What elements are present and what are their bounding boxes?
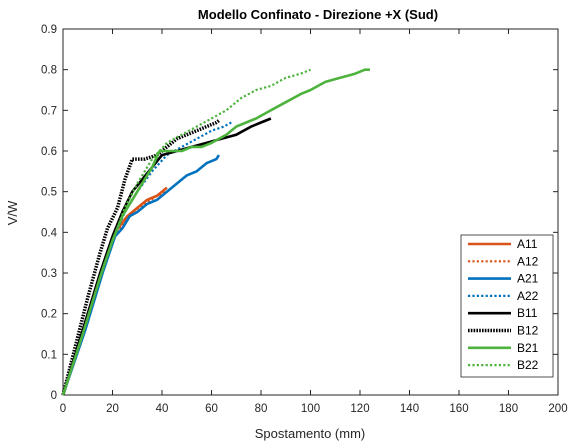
y-axis-ticks: 0 0.1 0.2 0.3 0.4 0.5 0.6 0.7 0.8 0.9 <box>41 24 558 402</box>
legend-label-a12: A12 <box>517 254 539 268</box>
x-tick-label: 20 <box>106 403 119 415</box>
series-line-b22 <box>61 68 311 396</box>
x-tick-label: 200 <box>548 403 567 415</box>
legend-label-b22: B22 <box>517 358 539 372</box>
y-tick-label: 0.2 <box>41 309 57 321</box>
legend-box <box>460 234 554 378</box>
x-axis-label: Spostamento (mm) <box>255 426 366 441</box>
x-tick-label: 40 <box>156 403 169 415</box>
legend-label-b21: B21 <box>517 341 539 355</box>
y-axis-label: V/W <box>5 200 20 225</box>
chart-title: Modello Confinato - Direzione +X (Sud) <box>198 7 438 22</box>
x-tick-label: 120 <box>350 403 369 415</box>
legend: A11 A12 A21 A22 B11 B12 B21 B22 <box>460 234 554 378</box>
legend-label-a22: A22 <box>517 289 539 303</box>
y-tick-label: 0.3 <box>41 268 57 280</box>
series-line-b21 <box>61 68 370 396</box>
legend-label-a11: A11 <box>517 237 538 251</box>
series-lines <box>61 68 370 396</box>
series-line-b12 <box>61 119 220 396</box>
x-tick-label: 140 <box>400 403 419 415</box>
y-tick-label: 0.7 <box>41 105 57 117</box>
y-tick-label: 0.8 <box>41 65 57 77</box>
y-tick-label: 0.5 <box>41 187 57 199</box>
legend-label-a21: A21 <box>517 272 539 286</box>
series-line-b11 <box>61 117 272 396</box>
y-tick-label: 0.9 <box>41 24 57 36</box>
x-tick-label: 180 <box>499 403 518 415</box>
y-tick-label: 0.6 <box>41 146 57 158</box>
legend-label-b12: B12 <box>517 324 539 338</box>
y-tick-label: 0.1 <box>41 349 57 361</box>
y-tick-label: 0 <box>51 390 57 402</box>
x-tick-label: 100 <box>301 403 320 415</box>
x-tick-label: 160 <box>449 403 468 415</box>
x-tick-label: 80 <box>255 403 268 415</box>
y-tick-label: 0.4 <box>41 227 58 239</box>
x-axis-ticks: 0 20 40 60 80 100 120 140 160 180 200 <box>60 29 568 415</box>
x-tick-label: 0 <box>60 403 66 415</box>
x-tick-label: 60 <box>205 403 218 415</box>
legend-label-b11: B11 <box>517 306 538 320</box>
